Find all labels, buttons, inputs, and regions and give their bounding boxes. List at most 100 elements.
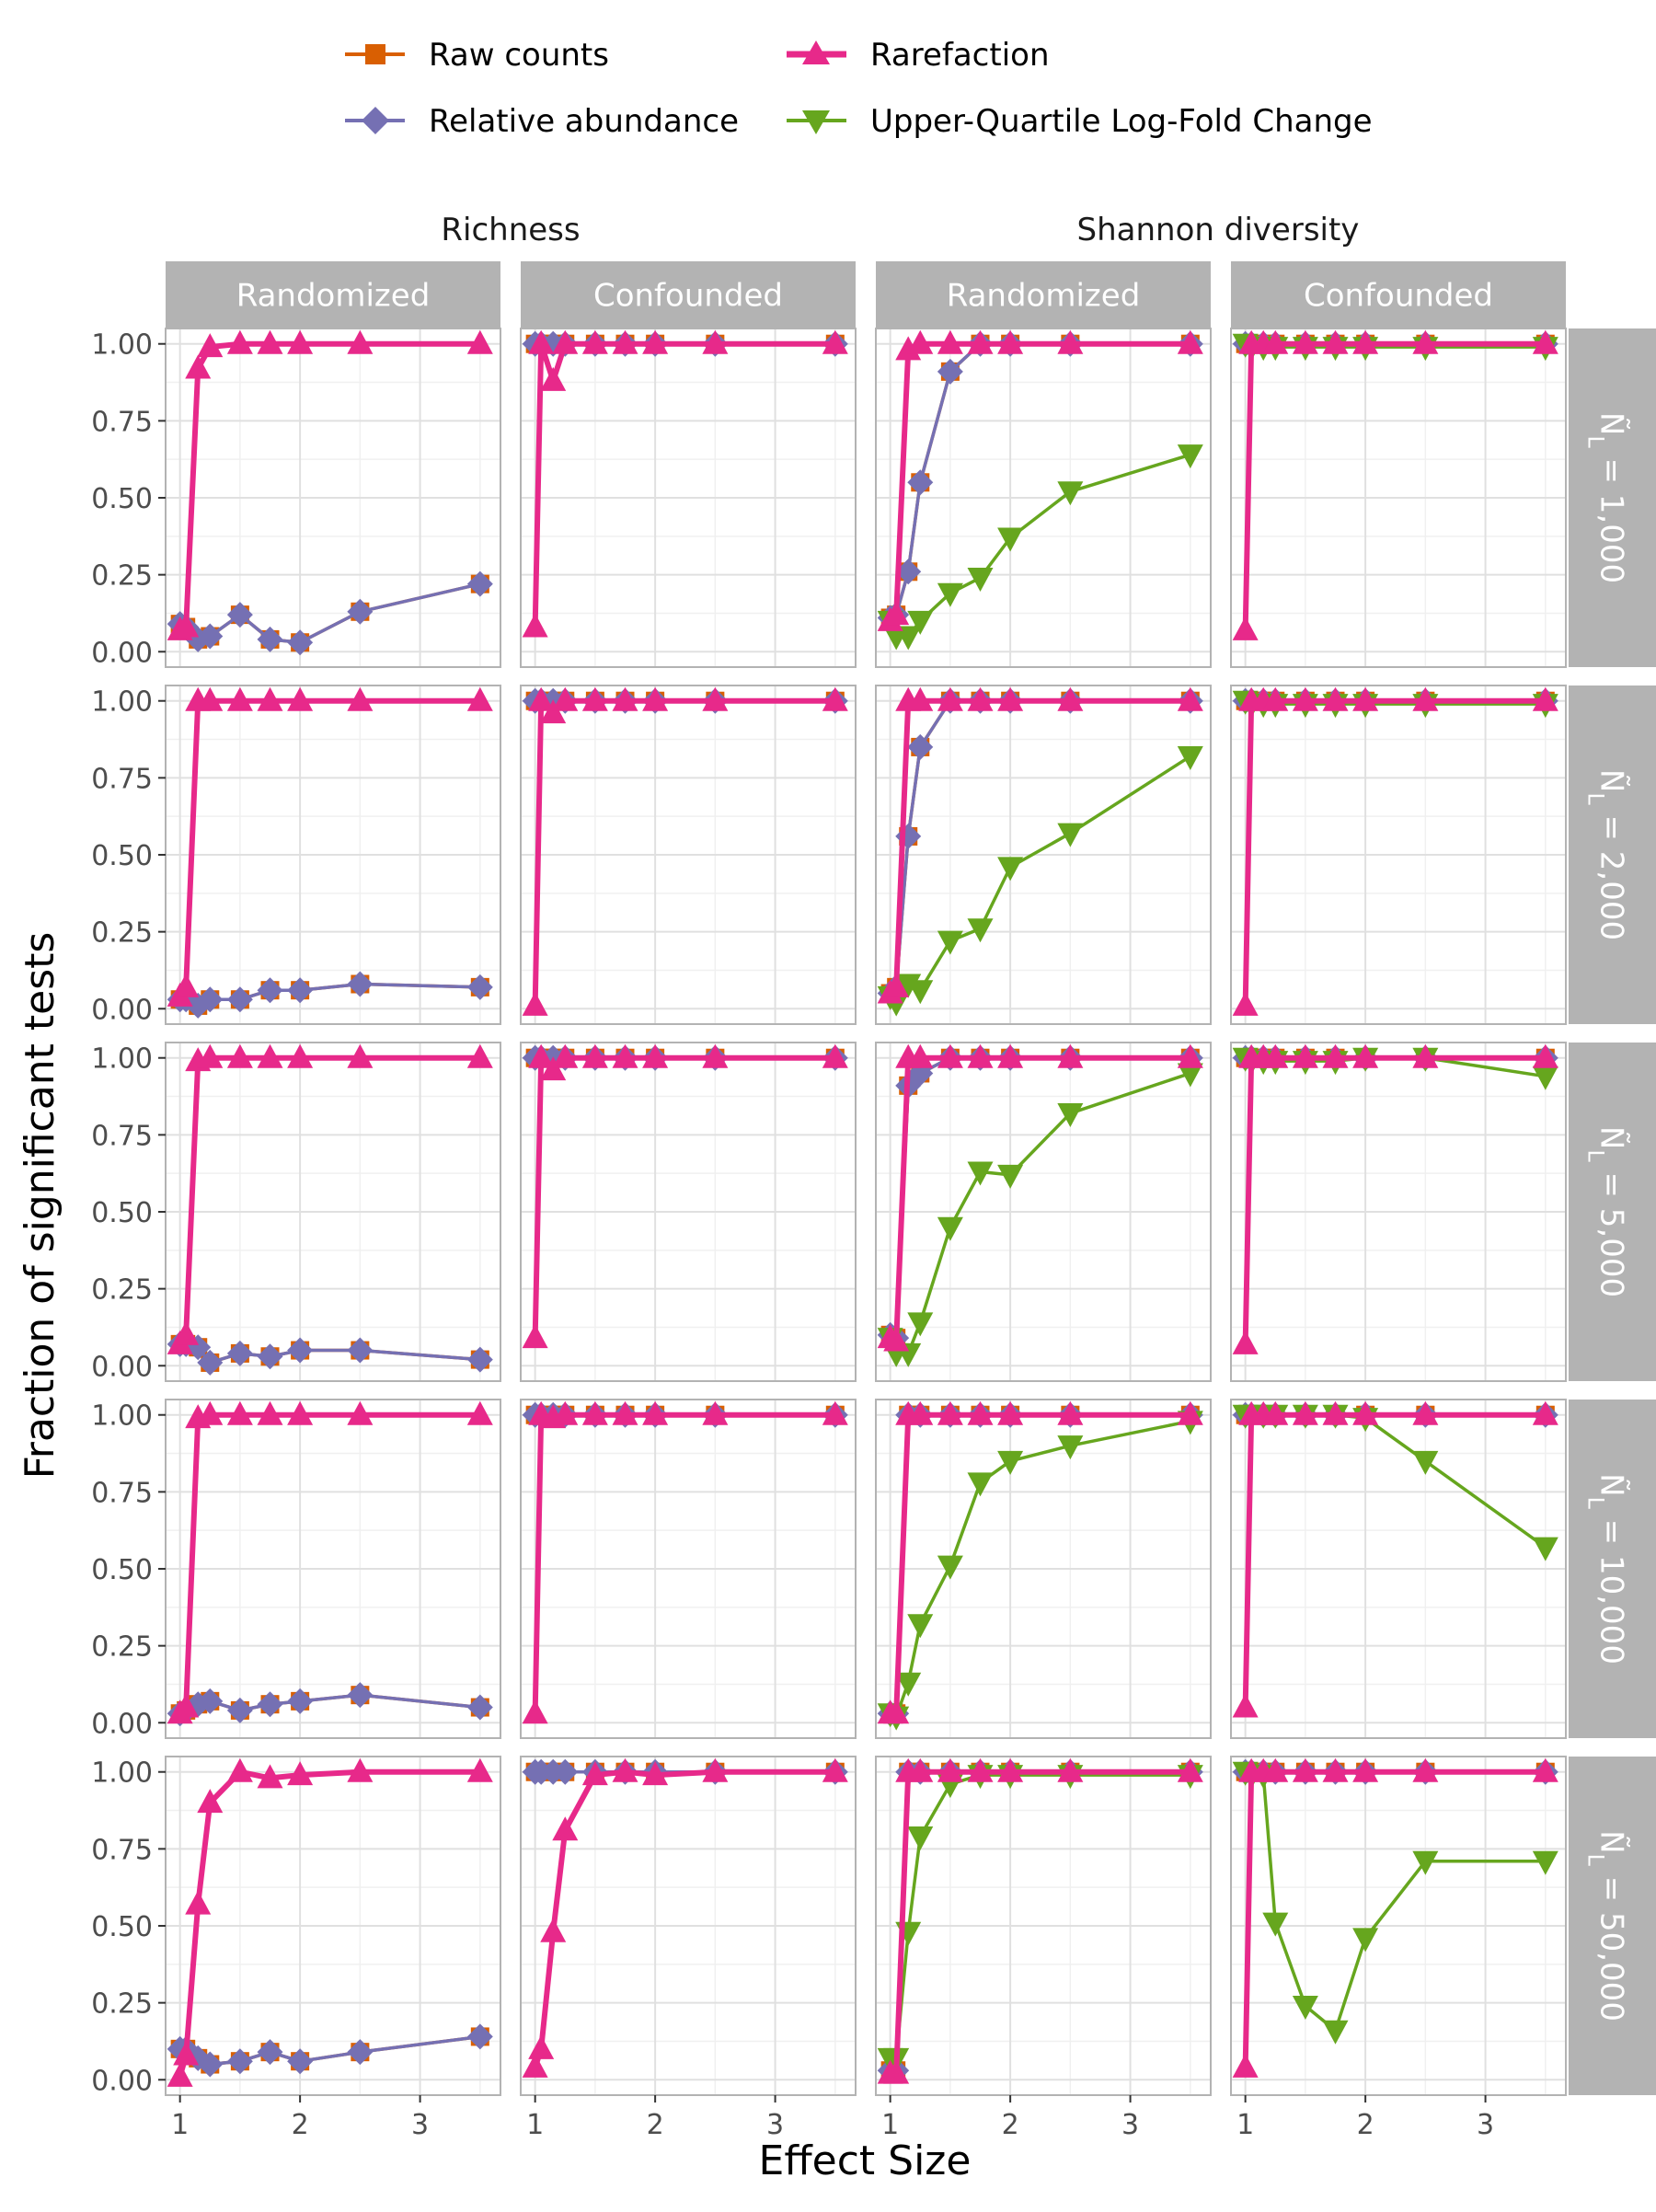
panel-2-richness-randomized-point-rel-8 [347,971,374,997]
x-tick-label-richness-confounded-1: 1 [526,2109,544,2141]
panel-4-shannon-randomized-point-rare-8 [1057,1400,1084,1425]
panel-3-richness-randomized-point-rel-8 [347,1337,374,1364]
y-tick-label-row-4-2: 0.25 [91,1631,153,1664]
legend-label-upper-quartile: Upper-Quartile Log-Fold Change [870,103,1373,140]
x-tick-label-richness-randomized-1: 1 [171,2109,189,2141]
x-tick-label-shannon-randomized-3: 3 [1121,2109,1139,2141]
panel-3-richness-confounded-point-rare-1 [522,1324,548,1349]
panel-2-shannon-confounded-point-rare-4 [1262,686,1289,711]
panel-3-richness-randomized-point-rare-2 [173,1320,200,1345]
panel-5-richness-confounded-point-rare-7 [642,1761,669,1786]
panel-4-shannon-confounded-point-rare-7 [1352,1400,1379,1425]
panel-1-richness-randomized-point-rare-7 [287,329,314,354]
panel-4-shannon-confounded-point-uq-8 [1412,1450,1439,1475]
panel-5-shannon-randomized-border [875,1756,1212,2096]
panel-3-richness-confounded-point-rare-5 [581,1043,608,1068]
panel-3-shannon-randomized-point-uq-7 [997,1164,1024,1189]
panel-4-shannon-randomized-point-rare-5 [937,1400,963,1425]
panel-2-shannon-randomized-point-uq-3 [895,974,922,998]
panel-2-richness-randomized-point-rare-8 [347,686,374,711]
panel-2-richness-randomized-point-rare-6 [257,686,283,711]
panel-1-shannon-confounded-point-rare-4 [1262,329,1289,354]
panel-5-richness-randomized-point-rel-5 [226,2048,253,2075]
panel-1-richness-confounded-point-rare-4 [552,329,579,354]
panel-5-richness-confounded [520,1756,857,2096]
panel-5-richness-randomized-point-rare-4 [197,1789,224,1814]
panel-4-richness-randomized-point-rel-7 [287,1688,314,1714]
panel-3-richness-randomized [165,1042,501,1382]
panel-3-richness-confounded-border [520,1042,857,1382]
panel-4-shannon-randomized-point-uq-7 [997,1450,1024,1475]
panel-4-shannon-confounded-point-rare-1 [1232,1693,1259,1718]
panel-3-shannon-randomized-point-uq-8 [1057,1102,1084,1127]
panel-4-richness-randomized-point-rel-4 [197,1688,224,1714]
panel-5-shannon-confounded-point-uq-6 [1322,2020,1349,2045]
panel-4-richness-randomized-point-rare-4 [197,1400,224,1425]
y-tick-label-row-2-5: 1.00 [91,686,153,719]
panel-4-shannon-confounded-point-rare-6 [1322,1400,1349,1425]
x-tick-label-shannon-randomized-2: 2 [1002,2109,1019,2141]
panel-1-richness-confounded-point-rare-3 [540,366,567,391]
panel-2-richness-randomized-point-rare-5 [226,686,253,711]
panel-3-richness-confounded-point-rare-9 [822,1043,848,1068]
panel-4-richness-confounded-point-rare-4 [552,1400,579,1425]
y-axis-title: Fraction of significant tests [17,932,63,1480]
panel-2-richness-randomized-point-rel-6 [257,977,283,1004]
panel-1-richness-confounded-point-rare-7 [642,329,669,354]
panel-2-richness-confounded-point-rare-4 [552,686,579,711]
panel-5-shannon-randomized-point-rare-9 [1177,1757,1203,1782]
panel-4-richness-randomized-point-rare-7 [287,1400,314,1425]
panel-4-richness-randomized-point-rel-9 [466,1694,493,1721]
x-tick-label-richness-randomized-2: 2 [292,2109,309,2141]
panel-5-shannon-confounded-point-rare-5 [1292,1757,1318,1782]
y-tick-label-row-3-3: 0.50 [91,1197,153,1229]
panel-4-richness-randomized-point-rare-5 [226,1400,253,1425]
panel-5-shannon-confounded-point-rare-1 [1232,2053,1259,2078]
panel-1-richness-confounded-point-rare-5 [581,329,608,354]
legend-label-relative-abundance: Relative abundance [429,103,739,140]
panel-3-shannon-randomized-point-rare-9 [1177,1043,1203,1068]
panel-4-richness-randomized-point-rel-6 [257,1691,283,1718]
panel-4-richness-confounded-point-rare-9 [822,1400,848,1425]
column-strip-richness-confounded [521,261,856,328]
panel-1-richness-randomized-point-rel-5 [226,602,253,628]
panel-1-shannon-randomized-point-rare-9 [1177,329,1203,354]
y-tick-label-row-5-1: 0.00 [91,2065,153,2097]
y-tick-label-row-3-5: 1.00 [91,1043,153,1076]
panel-5-richness-confounded-border [520,1756,857,2096]
y-tick-label-row-5-2: 0.25 [91,1988,153,2021]
panel-2-richness-confounded-border [520,685,857,1025]
panel-3-shannon-confounded-point-rare-5 [1292,1043,1318,1068]
row-strip-label-4: ÑL = 10,000 [1583,1473,1630,1665]
panel-4-richness-confounded-point-rare-6 [612,1400,638,1425]
panel-3-shannon-confounded-point-rare-7 [1352,1043,1379,1068]
panel-1-shannon-randomized-border [875,328,1212,668]
panel-2-richness-confounded-point-rare-6 [612,686,638,711]
row-strip-5 [1569,1757,1656,2095]
panel-1-shannon-confounded-point-rare-9 [1532,329,1558,354]
panel-2-shannon-randomized-border [875,685,1212,1025]
panel-1-richness-confounded-point-rare-1 [522,613,548,638]
panel-1-shannon-randomized-point-uq-4 [907,610,934,635]
panel-2-richness-randomized-point-rel-9 [466,974,493,1000]
panel-3-richness-randomized-point-rel-4 [197,1349,224,1376]
y-tick-label-row-3-1: 0.00 [91,1351,153,1383]
legend-item-relative-abundance: Relative abundance [345,103,739,140]
panel-2-richness-confounded-point-rare-1 [522,991,548,1016]
panel-1-richness-randomized-point-rare-6 [257,329,283,354]
panel-4-shannon-randomized-border [875,1399,1212,1739]
panel-1-richness-randomized [165,328,501,668]
panel-2-shannon-randomized-point-rel-4 [907,733,934,760]
panel-5-richness-confounded-point-rare-9 [822,1757,848,1782]
row-strip-label-5: ÑL = 50,000 [1583,1830,1630,2022]
x-tick-label-richness-confounded-3: 3 [766,2109,784,2141]
panel-3-shannon-randomized [875,1042,1212,1382]
x-tick-label-shannon-confounded-3: 3 [1477,2109,1494,2141]
panel-1-shannon-randomized-point-rel-3 [895,559,922,585]
panel-3-shannon-randomized-point-rare-8 [1057,1043,1084,1068]
panel-2-shannon-randomized-point-rare-7 [997,686,1024,711]
panel-5-richness-confounded-point-rare-4 [552,1816,579,1841]
panel-5-richness-randomized-point-rare-2 [173,2041,200,2066]
panel-5-richness-randomized-point-rare-5 [226,1757,253,1782]
